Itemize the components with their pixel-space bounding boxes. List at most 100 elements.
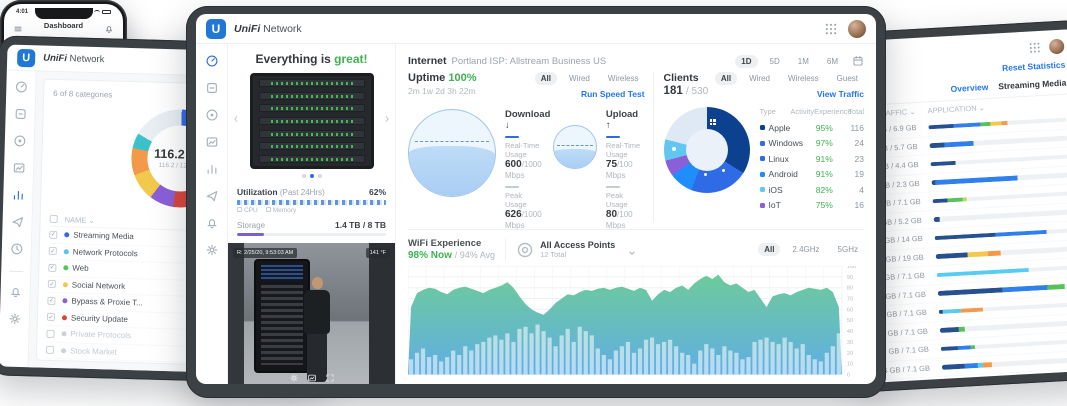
unifi-logo[interactable]: U	[16, 48, 36, 67]
camera-capture-icon[interactable]	[307, 370, 317, 382]
uptime-tab-all[interactable]: All	[534, 72, 557, 85]
sidebar-item-dashboard[interactable]	[14, 80, 28, 94]
sidebar-item-clients[interactable]	[12, 134, 26, 148]
sidebar-item-bell[interactable]	[205, 216, 219, 230]
category-label: Social Network	[71, 280, 126, 291]
checkbox-unchecked[interactable]	[45, 346, 55, 355]
sidebar-item-map[interactable]	[205, 189, 219, 203]
clients-tab-wireless[interactable]: Wireless	[787, 74, 819, 83]
bar-segment	[932, 197, 948, 204]
column-header-type[interactable]: Type	[759, 107, 776, 116]
calendar-icon[interactable]	[852, 55, 864, 67]
select-all-checkbox[interactable]	[49, 214, 58, 224]
cpu-legend[interactable]: CPU	[237, 207, 258, 214]
checkbox-checked[interactable]: ✓	[49, 230, 58, 239]
sidebar-item-gear[interactable]	[205, 243, 219, 257]
column-header-activity[interactable]: Activity	[790, 107, 815, 116]
sidebar-item-devices[interactable]	[205, 81, 219, 95]
column-header-total[interactable]: Total	[848, 107, 864, 116]
sidebar-item-insights[interactable]	[205, 135, 219, 149]
sidebar-item-dashboard[interactable]	[205, 54, 219, 68]
tab-overview[interactable]: Overview	[950, 81, 989, 95]
checkbox-checked[interactable]: ✓	[48, 247, 57, 256]
camera-snapshot[interactable]: R: 2/25/20, 9:53:03 AM 141 °F	[228, 243, 395, 384]
memory-legend[interactable]: Memory	[265, 207, 296, 214]
utilization-block: Utilization (Past 24Hrs) 62% CPU Memory	[228, 184, 395, 217]
bar-segment	[990, 120, 1002, 126]
wifi-tab-5ghz[interactable]: 5GHz	[837, 245, 858, 254]
menu-icon[interactable]	[13, 21, 23, 31]
tab-streaming-media[interactable]: Streaming Media	[998, 77, 1067, 92]
range-1m[interactable]: 1M	[797, 56, 809, 66]
status-time: 4:01	[16, 9, 29, 15]
uptime-card: Uptime 100% 2m 1w 2d 3h 22m All Wired Wire…	[408, 72, 653, 230]
range-6m[interactable]: 6M	[826, 56, 838, 66]
client-total: 19	[854, 169, 864, 180]
client-type-row[interactable]: IoT 75% 16	[759, 198, 864, 214]
access-point-icon	[516, 241, 534, 259]
camera-settings-icon[interactable]	[289, 370, 299, 382]
checkbox-checked[interactable]: ✓	[47, 280, 56, 289]
checkbox-checked[interactable]: ✓	[47, 296, 56, 305]
client-type-row[interactable]: iOS 82% 4	[759, 182, 864, 198]
clients-tab-guest[interactable]: Guest	[836, 74, 858, 83]
clients-tab-all[interactable]: All	[714, 72, 738, 85]
sidebar-item-map[interactable]	[10, 215, 24, 229]
status-panel: Everything is great! Utilization (Past 2…	[228, 44, 396, 384]
carousel-prev-icon[interactable]	[231, 112, 241, 126]
range-5d[interactable]: 5D	[769, 56, 780, 66]
reset-statistics-button[interactable]: Reset Statistics	[1001, 59, 1066, 74]
view-traffic-button[interactable]: View Traffic	[816, 89, 864, 99]
sidebar-item-compass[interactable]	[9, 242, 23, 256]
avatar[interactable]	[1048, 38, 1065, 54]
uptime-tab-wireless[interactable]: Wireless	[607, 74, 639, 83]
bar-segment	[947, 196, 964, 203]
svg-text:20: 20	[847, 351, 853, 357]
carousel-dot[interactable]	[309, 174, 314, 178]
notifications-bell-icon[interactable]	[104, 21, 114, 33]
apps-grid-icon[interactable]	[824, 22, 838, 36]
client-type-dot	[759, 156, 765, 162]
sidebar-item-statistics[interactable]	[205, 162, 219, 176]
checkbox-checked[interactable]: ✓	[48, 263, 57, 272]
sidebar-item-clients[interactable]	[205, 108, 219, 122]
sidebar-item-statistics[interactable]	[11, 188, 25, 202]
access-point-selector[interactable]: All Access Points 12 Total	[516, 240, 637, 259]
right-tablet: Reset Statistics Overview Streaming Media…	[842, 19, 1067, 393]
unifi-logo[interactable]: U	[206, 18, 226, 39]
apps-grid-icon[interactable]	[1028, 40, 1042, 54]
svg-text:90: 90	[847, 275, 853, 281]
sidebar-item-devices[interactable]	[13, 107, 27, 121]
checkbox-checked[interactable]: ✓	[46, 313, 56, 322]
avatar[interactable]	[848, 19, 866, 38]
client-type-row[interactable]: Windows 97% 24	[759, 136, 864, 152]
clients-donut-chart[interactable]	[663, 107, 750, 193]
phone-notch	[34, 8, 93, 19]
category-label: Bypass & Proxie T...	[71, 296, 143, 308]
bar-segment	[939, 326, 960, 333]
carousel-next-icon[interactable]	[382, 112, 392, 126]
range-1d[interactable]: 1D	[735, 54, 758, 68]
utilization-label: Utilization (Past 24Hrs)	[237, 187, 325, 197]
sidebar-item-bell[interactable]	[8, 285, 22, 299]
wifi-tab-all[interactable]: All	[758, 243, 781, 256]
column-header-experience[interactable]: Experience	[814, 107, 852, 116]
application-column-header[interactable]: APPLICATION ⌄	[927, 102, 986, 115]
run-speed-test-button[interactable]: Run Speed Test	[580, 89, 645, 99]
checkbox-unchecked[interactable]	[46, 329, 55, 338]
uptime-tab-wired[interactable]: Wired	[568, 74, 590, 83]
uptime-title: Uptime 100%	[408, 72, 477, 84]
application-bar	[935, 246, 1067, 259]
client-type-row[interactable]: Android 91% 19	[759, 167, 864, 183]
clients-tab-wired[interactable]: Wired	[749, 74, 770, 83]
camera-expand-icon[interactable]	[325, 370, 335, 382]
rack-photo[interactable]	[249, 73, 374, 169]
sidebar-item-insights[interactable]	[11, 161, 25, 175]
carousel-dot[interactable]	[301, 174, 306, 178]
carousel-dot[interactable]	[317, 174, 322, 178]
client-type-row[interactable]: Apple 95% 116	[759, 120, 864, 136]
wifi-experience-chart[interactable]: 0 10 20 30 40 50 60 70 80 90 100 12AM 6AM 12PM 6PM NOW	[408, 266, 864, 380]
client-type-row[interactable]: Linux 91% 23	[759, 151, 864, 167]
wifi-tab-2.4ghz[interactable]: 2.4GHz	[792, 245, 820, 254]
sidebar-item-gear[interactable]	[7, 312, 21, 326]
